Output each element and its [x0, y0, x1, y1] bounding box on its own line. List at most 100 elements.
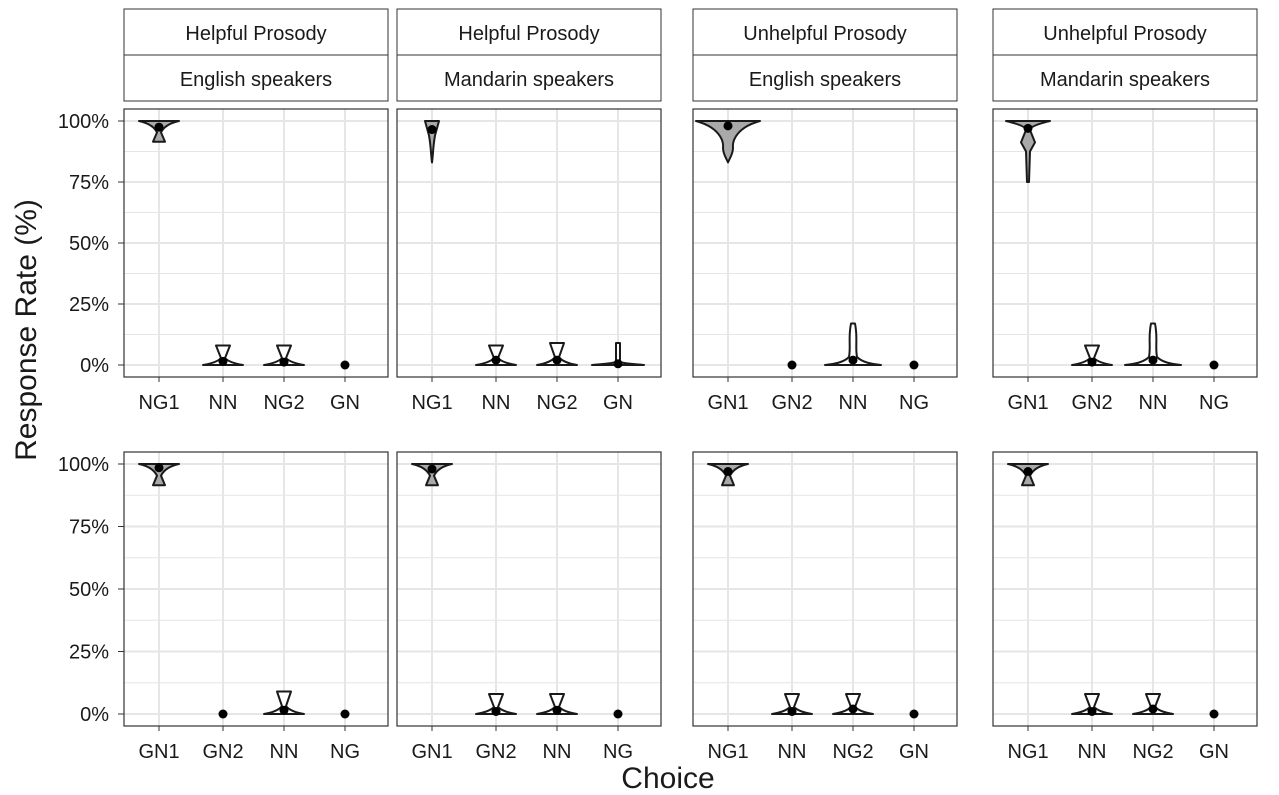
violin-gn	[591, 342, 645, 366]
violin-nn	[771, 693, 813, 715]
violin-gn1	[1005, 120, 1051, 183]
mean-point-ng2	[279, 357, 289, 367]
mean-point-gn1	[154, 463, 164, 473]
facet-strip	[123, 54, 389, 102]
panel-border	[396, 108, 662, 378]
x-tick-label: NN	[543, 741, 572, 763]
mean-point-gn2	[491, 707, 501, 716]
x-tick-label: NG1	[138, 392, 179, 414]
x-tick-label: GN	[1199, 741, 1229, 763]
x-tick-label: NG	[899, 392, 929, 414]
facet-strip	[992, 8, 1258, 56]
x-tick-label: NN	[482, 392, 511, 414]
y-tick-label: 50%	[69, 233, 109, 255]
mean-point-nn	[787, 707, 797, 716]
panel-border	[992, 451, 1258, 727]
mean-point-gn	[613, 359, 623, 369]
mean-point-ng	[613, 709, 623, 719]
x-tick-label: NN	[1139, 392, 1168, 414]
facet-strip-label: English speakers	[180, 69, 332, 91]
y-tick-label: 75%	[69, 172, 109, 194]
mean-point-ng1	[154, 122, 164, 132]
x-tick-label: GN	[899, 741, 929, 763]
facet-strip	[396, 54, 662, 102]
facet-panel: GN1 GN2 NN NG	[396, 451, 662, 763]
facet-panel: GN1 GN2 NN NG	[123, 451, 389, 763]
mean-point-ng2	[1148, 704, 1158, 714]
y-tick-label: 50%	[69, 579, 109, 601]
mean-point-gn	[1209, 709, 1219, 719]
facet-strip	[692, 54, 958, 102]
x-axis-title: Choice	[621, 762, 714, 795]
x-tick-label: GN2	[202, 741, 243, 763]
x-tick-label: NN	[778, 741, 807, 763]
facet-strip-label: Mandarin speakers	[444, 69, 614, 91]
x-tick-label: GN1	[411, 741, 452, 763]
facet-panel: Helpful Prosody English speakers NG1 NN NG2 G…	[123, 8, 389, 414]
y-tick-label: 0%	[80, 704, 109, 726]
mean-point-nn	[1087, 707, 1097, 716]
mean-point-ng1	[1023, 467, 1033, 476]
mean-point-nn	[552, 705, 562, 715]
mean-point-gn1	[427, 464, 437, 474]
mean-point-ng	[1209, 360, 1219, 370]
y-tick-label: 100%	[58, 454, 109, 476]
panel-border	[396, 451, 662, 727]
mean-point-gn1	[1023, 123, 1033, 133]
x-tick-label: NG	[1199, 392, 1229, 414]
violin-nn	[824, 322, 882, 366]
violin-gn1	[138, 463, 180, 487]
x-tick-label: NG1	[411, 392, 452, 414]
x-tick-label: NG	[603, 741, 633, 763]
mean-point-nn	[848, 355, 858, 365]
facet-panel: NG1 NN NG2 GN	[692, 451, 958, 763]
mean-point-gn	[340, 360, 350, 370]
panel-border	[992, 108, 1258, 378]
mean-point-ng	[909, 360, 919, 370]
panel-border	[692, 451, 958, 727]
violin-gn1	[411, 463, 453, 487]
violin-nn	[1071, 693, 1113, 715]
x-tick-label: GN1	[138, 741, 179, 763]
x-tick-label: NN	[1078, 741, 1107, 763]
facet-strip-label: Unhelpful Prosody	[743, 23, 906, 45]
y-tick-label: 100%	[58, 111, 109, 133]
x-tick-label: NG2	[263, 392, 304, 414]
facet-strip	[123, 8, 389, 56]
x-tick-label: GN1	[707, 392, 748, 414]
facet-strip-label: Unhelpful Prosody	[1043, 23, 1206, 45]
mean-point-nn	[279, 705, 289, 715]
y-tick-label: 75%	[69, 517, 109, 539]
x-tick-label: NN	[209, 392, 238, 414]
x-tick-label: GN2	[475, 741, 516, 763]
x-tick-label: GN2	[1071, 392, 1112, 414]
x-tick-label: NG2	[832, 741, 873, 763]
mean-point-nn	[1148, 355, 1158, 365]
x-tick-label: NG2	[536, 392, 577, 414]
facet-strip-label: Mandarin speakers	[1040, 69, 1210, 91]
x-tick-label: GN1	[1007, 392, 1048, 414]
mean-point-ng1	[427, 125, 437, 135]
facet-strip-label: Helpful Prosody	[458, 23, 599, 45]
mean-point-nn	[491, 355, 501, 365]
facet-panel: Unhelpful Prosody English speakers GN1 GN2 N…	[692, 8, 958, 414]
mean-point-ng	[340, 709, 350, 719]
mean-point-ng2	[848, 704, 858, 714]
facet-strip	[692, 8, 958, 56]
mean-point-gn2	[787, 360, 797, 370]
y-tick-label: 0%	[80, 355, 109, 377]
facet-panel: Helpful Prosody Mandarin speakers NG1 NN NG2…	[396, 8, 662, 414]
x-tick-label: GN	[330, 392, 360, 414]
mean-point-ng1	[723, 467, 733, 476]
facet-strip	[992, 54, 1258, 102]
panels-layer: Helpful Prosody English speakers NG1 NN NG2 G…	[123, 8, 1258, 763]
y-axis-title: Response Rate (%)	[10, 199, 43, 461]
mean-point-nn	[218, 356, 228, 366]
x-tick-label: NG	[330, 741, 360, 763]
facet-strip-label: English speakers	[749, 69, 901, 91]
y-tick-label: 25%	[69, 642, 109, 664]
x-tick-label: GN	[603, 392, 633, 414]
mean-point-ng2	[552, 355, 562, 365]
facet-panel: Unhelpful Prosody Mandarin speakers GN1 GN2…	[992, 8, 1258, 414]
facet-strip	[396, 8, 662, 56]
